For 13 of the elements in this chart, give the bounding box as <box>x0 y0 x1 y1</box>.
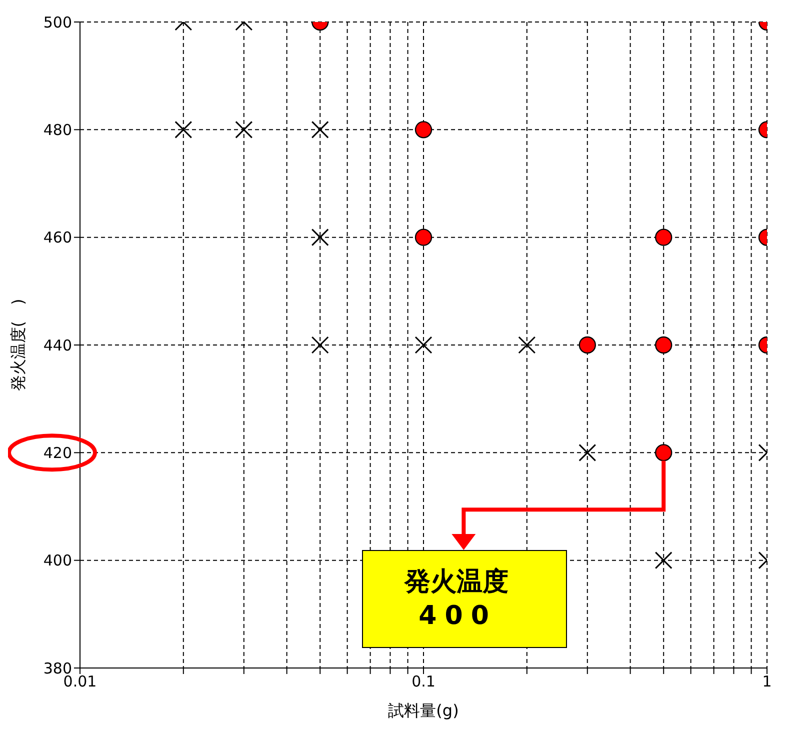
x-tick-label: 0.1 <box>412 672 436 691</box>
y-axis-title: 発火温度( ) <box>8 298 28 392</box>
y-tick-label: 500 <box>43 13 72 32</box>
x-tick-label: 0.01 <box>63 672 97 691</box>
annotation: 発火温度 400 <box>404 566 510 633</box>
x-tick-label: 1 <box>762 672 772 691</box>
y-tick-label: 420 <box>43 444 72 462</box>
callout-box: 発火温度 400 <box>362 550 567 648</box>
x-axis-title: 試料量(g) <box>388 701 459 720</box>
y-tick-label: 480 <box>43 120 72 139</box>
y-tick-label: 440 <box>43 336 72 354</box>
y-tick-label: 460 <box>43 228 72 247</box>
y-tick-label: 400 <box>43 552 72 570</box>
